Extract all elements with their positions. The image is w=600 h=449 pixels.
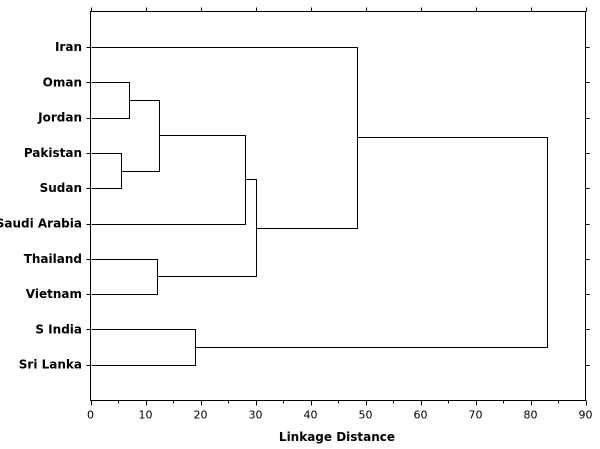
leaf-label: Pakistan — [24, 146, 82, 160]
x-tick-label: 40 — [304, 409, 318, 422]
merge-link — [91, 135, 246, 225]
merge-link — [195, 137, 548, 348]
merge-link — [91, 329, 196, 366]
merge-link — [91, 153, 122, 189]
leaf-label: Jordan — [37, 111, 82, 125]
x-tick-label: 60 — [414, 409, 428, 422]
merge-link — [91, 82, 130, 119]
x-tick-label: 0 — [87, 409, 94, 422]
x-tick-labels: 0 10 20 30 40 50 60 70 80 90 — [87, 409, 593, 422]
merge-link — [91, 47, 358, 229]
leaf-label: Sri Lanka — [19, 358, 82, 372]
leaf-label: Iran — [55, 40, 82, 54]
leaf-label: Oman — [43, 75, 82, 89]
leaf-label: Sudan — [40, 181, 82, 195]
x-tick-label: 20 — [194, 409, 208, 422]
x-tick-label: 10 — [139, 409, 153, 422]
leaf-label: Saudi Arabia — [0, 217, 82, 231]
merge-link — [157, 179, 257, 277]
x-tick-label: 70 — [469, 409, 483, 422]
dendrogram-links — [91, 47, 548, 366]
axis-ticks — [86, 7, 590, 406]
x-tick-label: 80 — [524, 409, 538, 422]
merge-link — [91, 259, 158, 295]
plot-frame — [90, 11, 586, 401]
x-tick-label: 30 — [249, 409, 263, 422]
x-tick-label: 50 — [359, 409, 373, 422]
x-axis-title: Linkage Distance — [279, 430, 395, 444]
leaf-label: S India — [35, 322, 82, 336]
leaf-label: Thailand — [24, 252, 82, 266]
leaf-label: Vietnam — [26, 287, 82, 301]
leaf-labels: Iran Oman Jordan Pakistan Sudan Saudi Arabia T… — [0, 40, 82, 372]
x-tick-label: 90 — [579, 409, 593, 422]
merge-link — [121, 100, 160, 172]
